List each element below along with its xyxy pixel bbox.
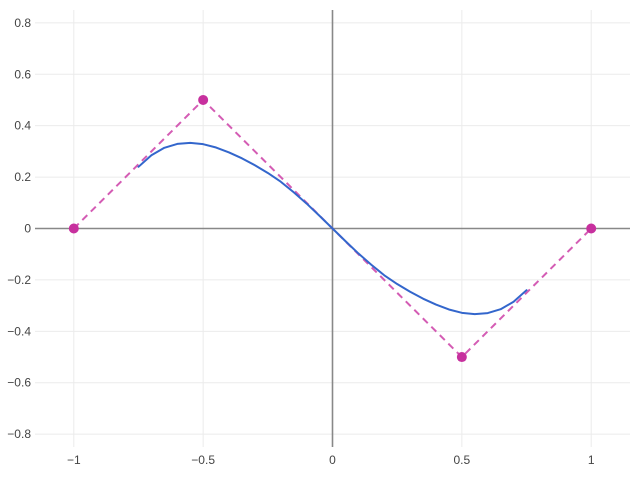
x-tick-label: −1 bbox=[67, 453, 81, 467]
y-tick-label: 0.4 bbox=[14, 119, 31, 133]
x-tick-label: 0 bbox=[329, 453, 336, 467]
y-tick-label: 0 bbox=[24, 222, 31, 236]
y-tick-label: 0.8 bbox=[14, 16, 31, 30]
data-point-marker bbox=[68, 223, 79, 234]
x-tick-label: 1 bbox=[588, 453, 595, 467]
y-tick-label: −0.4 bbox=[7, 324, 31, 338]
y-tick-label: 0.2 bbox=[14, 170, 31, 184]
y-tick-label: 0.6 bbox=[14, 67, 31, 81]
y-tick-label: −0.2 bbox=[7, 273, 31, 287]
data-point-marker bbox=[586, 223, 597, 234]
y-tick-label: −0.8 bbox=[7, 427, 31, 441]
data-point-marker bbox=[456, 352, 467, 363]
data-point-marker bbox=[198, 94, 209, 105]
x-tick-label: −0.5 bbox=[191, 453, 215, 467]
series-layer bbox=[68, 94, 597, 363]
tick-labels: −1 −0.5 0 0.5 1 0.8 0.6 0.4 0.2 0 −0.2 −0.4 −0.6 −0.8 bbox=[7, 16, 595, 467]
y-tick-label: −0.6 bbox=[7, 376, 31, 390]
smooth-series-line bbox=[137, 141, 528, 316]
x-tick-label: 0.5 bbox=[454, 453, 471, 467]
